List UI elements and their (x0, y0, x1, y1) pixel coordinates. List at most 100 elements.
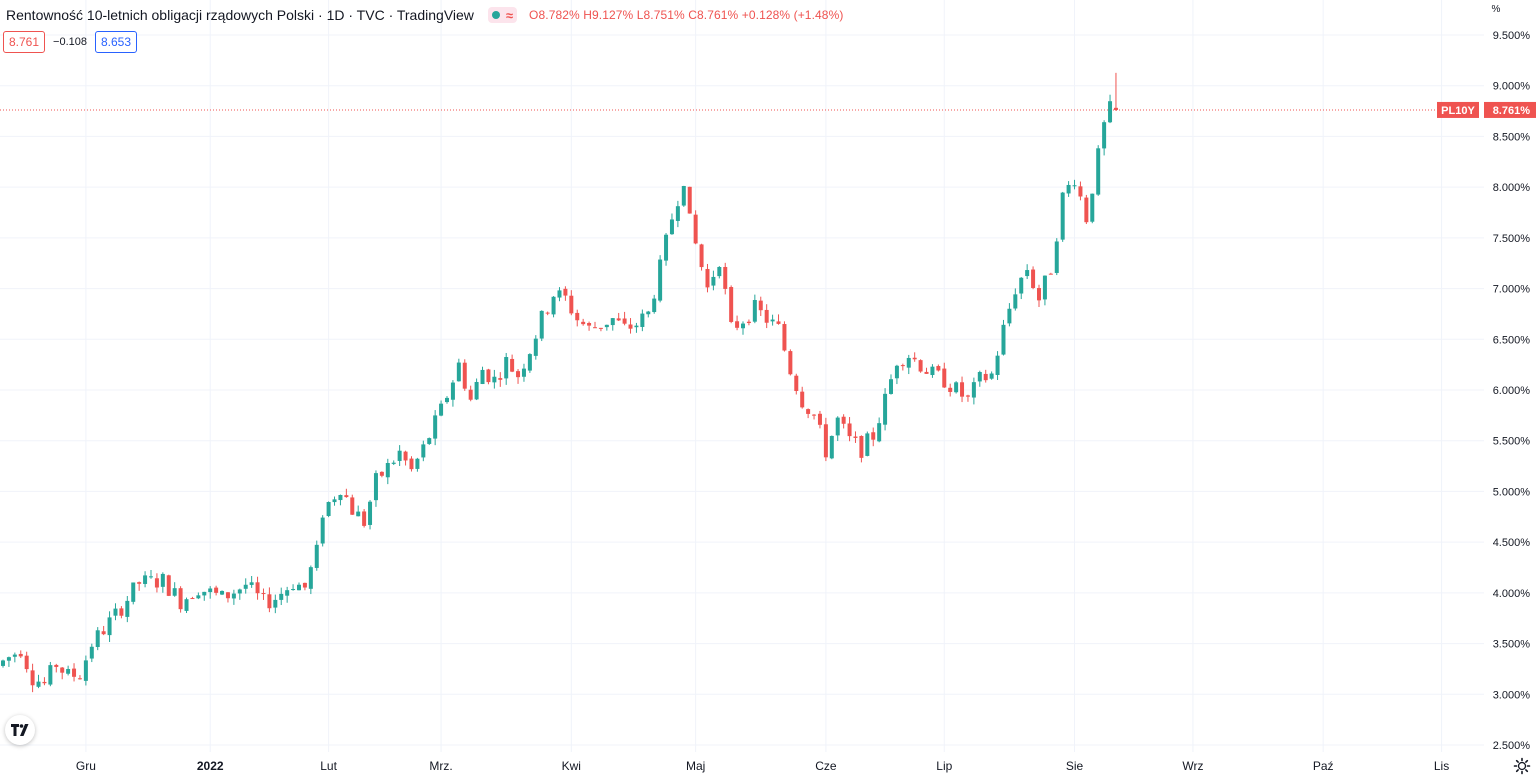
y-tick-label: 4.500% (1493, 537, 1531, 549)
candle-body (693, 214, 698, 244)
candle-body (723, 266, 728, 289)
candle-body (1090, 193, 1095, 222)
candle-body (184, 599, 189, 611)
candle-body (806, 409, 811, 414)
candle-body (362, 511, 367, 526)
candle-body (817, 413, 822, 425)
candle-body (1078, 186, 1083, 197)
candle-body (36, 681, 41, 687)
y-tick-label: 8.000% (1493, 182, 1531, 194)
candle-body (255, 582, 260, 594)
candle-body (841, 416, 846, 424)
candle-body (1060, 192, 1065, 240)
symbol-label: PL10Y (1441, 105, 1475, 117)
candle-body (101, 631, 106, 635)
candle-body (498, 378, 503, 380)
bid-box[interactable]: 8.761 (3, 31, 46, 53)
candle-body (930, 366, 935, 376)
candle-body (581, 321, 586, 325)
candle-body (492, 376, 497, 383)
candle-body (853, 436, 858, 438)
time-scale[interactable]: Gru 2022 Lut Mrz. Kwi Maj Cze Lip Sie Wrz Paź Lis (76, 759, 1449, 773)
candle-body (735, 321, 740, 328)
candle-body (569, 295, 574, 314)
candle-body (83, 660, 88, 681)
ohlc-values: O8.782% H9.127% L8.751% C8.761% +0.128% … (529, 8, 843, 22)
candle-body (1048, 273, 1053, 275)
candle-body (1108, 101, 1113, 123)
candle-body (285, 590, 290, 596)
candle-body (752, 300, 757, 322)
candle-body (385, 462, 390, 478)
candle-body (308, 567, 313, 589)
x-tick-label: Maj (686, 759, 705, 773)
candle-body (1025, 270, 1030, 277)
y-tick-label: 8.500% (1493, 131, 1531, 143)
x-tick-label: Sie (1066, 759, 1084, 773)
last-price-label: 8.761% (1493, 105, 1531, 117)
y-tick-label: 3.000% (1493, 689, 1531, 701)
candle-body (889, 379, 893, 394)
candle-body (267, 594, 272, 609)
candle-body (1113, 107, 1118, 110)
x-tick-label: Kwi (562, 759, 581, 773)
close-value: C8.761% (688, 8, 739, 22)
y-tick-label: 9.000% (1493, 81, 1531, 93)
candle-body (1096, 148, 1101, 195)
candle-body (504, 357, 509, 379)
candle-body (445, 397, 449, 403)
candle-body (225, 592, 230, 599)
candle-body (320, 517, 325, 544)
candle-body (89, 646, 94, 659)
candle-body (900, 365, 905, 367)
candle-body (119, 608, 124, 616)
candle-body (196, 595, 201, 599)
y-tick-label: 3.500% (1493, 639, 1531, 651)
candle-body (847, 423, 852, 437)
candle-body (669, 219, 674, 235)
candle-body (1001, 324, 1006, 355)
candle-body (1066, 184, 1071, 194)
candle-body (640, 313, 645, 327)
candle-body (628, 324, 633, 329)
y-tick-label: 2.500% (1493, 740, 1531, 752)
candle-body (924, 371, 929, 374)
gear-icon[interactable] (1512, 756, 1532, 776)
candle-body (587, 323, 592, 326)
candle-body (960, 382, 965, 397)
candle-body (243, 584, 248, 589)
chart-title: Rentowność 10-letnich obligacji rządowyc… (6, 7, 474, 23)
candle-body (598, 327, 603, 329)
candle-body (717, 267, 722, 277)
candle-body (468, 389, 473, 400)
candle-body (788, 351, 793, 375)
candle-body (154, 578, 159, 588)
x-tick-label: Mrz. (429, 759, 452, 773)
candle-body (510, 358, 515, 372)
candle-body (782, 324, 787, 351)
candle-body (971, 382, 976, 398)
candle-body (989, 373, 994, 379)
candle-body (770, 319, 775, 322)
candle-body (533, 338, 538, 356)
candle-body (397, 450, 402, 461)
candle-body (883, 393, 888, 425)
candle-body (30, 670, 35, 686)
candle-body (954, 382, 959, 393)
candle-body (675, 206, 680, 221)
ask-box[interactable]: 8.653 (94, 31, 138, 53)
y-tick-label: 5.500% (1493, 436, 1531, 448)
candle-body (711, 276, 716, 286)
visibility-toggle[interactable]: ≈ (487, 7, 518, 23)
candle-body (6, 657, 11, 661)
price-scale[interactable]: 2.500% 3.000% 3.500% 4.000% 4.500% 5.000% 5.50… (1437, 4, 1536, 752)
candle-body (764, 309, 769, 323)
x-tick-label: Gru (76, 759, 96, 773)
candle-body (24, 655, 29, 670)
tradingview-logo-icon[interactable] (5, 715, 35, 745)
candle-body (794, 375, 799, 392)
y-tick-label: 9.500% (1493, 30, 1531, 42)
candle-body (681, 185, 686, 206)
candle-body (1013, 294, 1018, 309)
